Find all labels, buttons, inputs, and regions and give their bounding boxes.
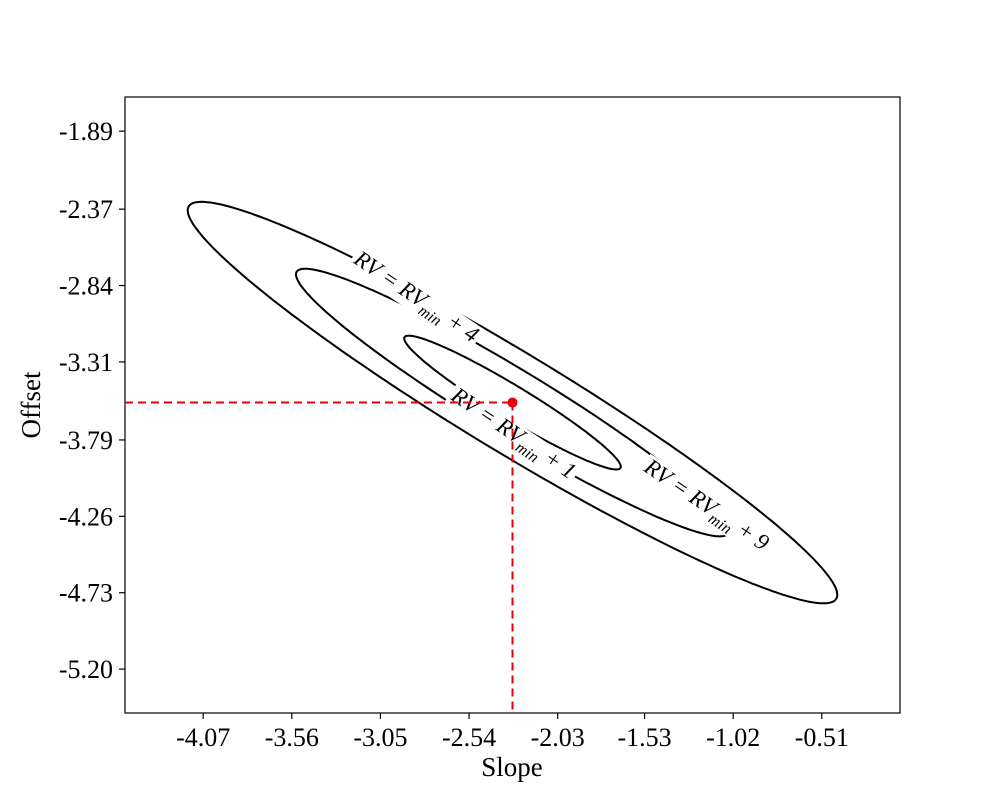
contour-label-main: RV = RV <box>349 245 434 314</box>
y-axis-title: Offset <box>16 371 46 438</box>
x-tick-label: -4.07 <box>176 723 230 752</box>
contour-line <box>403 334 622 471</box>
x-tick-label: -2.54 <box>442 723 496 752</box>
x-tick-label: -3.56 <box>265 723 319 752</box>
plot-frame <box>124 96 901 714</box>
x-tick-label: -1.02 <box>706 723 760 752</box>
contour-label-backing <box>635 453 775 560</box>
contour-line <box>295 267 730 538</box>
x-axis-ticks: -4.07 -3.56 -3.05 -2.54 -2.03 -1.53 -1.02 -0.51 <box>176 713 849 752</box>
contour-label-main: RV = RV <box>446 382 531 451</box>
x-tick-label: -2.03 <box>531 723 585 752</box>
minimum-guides <box>125 397 518 713</box>
y-tick-label: -1.89 <box>59 117 113 146</box>
contour-line <box>186 200 839 605</box>
y-tick-label: -5.20 <box>59 655 113 684</box>
contour-lines <box>186 200 839 605</box>
contour-label: RV = RVmin + 4 <box>346 245 483 351</box>
y-tick-label: -3.31 <box>59 348 113 377</box>
y-tick-label: -2.84 <box>59 272 113 301</box>
y-tick-label: -2.37 <box>59 195 113 224</box>
x-axis-title: Slope <box>481 752 543 782</box>
y-tick-label: -4.26 <box>59 502 113 531</box>
minimum-marker <box>507 397 518 408</box>
contour-labels: RV = RVmin + 1RV = RVmin + 4RV = RVmin +… <box>345 245 775 560</box>
x-tick-label: -0.51 <box>795 723 849 752</box>
contour-label-main: RV = RV <box>639 453 724 522</box>
x-tick-label: -3.05 <box>353 723 407 752</box>
y-tick-label: -3.79 <box>59 426 113 455</box>
y-tick-label: -4.73 <box>59 579 113 608</box>
contour-label-backing <box>345 245 485 352</box>
y-axis-ticks: -1.89 -2.37 -2.84 -3.31 -3.79 -4.26 -4.73 -5.20 <box>59 117 125 684</box>
x-tick-label: -1.53 <box>617 723 671 752</box>
